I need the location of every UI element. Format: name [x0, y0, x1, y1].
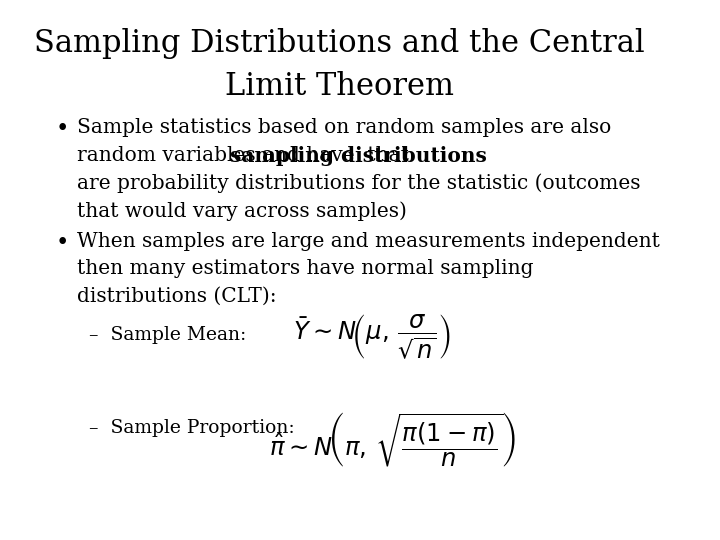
Text: $\hat{\pi} \sim N\!\left(\pi,\, \sqrt{\dfrac{\pi(1-\pi)}{n}}\right)$: $\hat{\pi} \sim N\!\left(\pi,\, \sqrt{\d…	[269, 411, 516, 469]
Text: •: •	[55, 118, 68, 140]
Text: that would vary across samples): that would vary across samples)	[77, 201, 407, 221]
Text: Limit Theorem: Limit Theorem	[225, 71, 454, 102]
Text: sampling distributions: sampling distributions	[230, 146, 487, 166]
Text: Sample statistics based on random samples are also: Sample statistics based on random sample…	[77, 118, 611, 138]
Text: that: that	[361, 146, 409, 165]
Text: –  Sample Mean:: – Sample Mean:	[89, 326, 246, 344]
Text: are probability distributions for the statistic (outcomes: are probability distributions for the st…	[77, 174, 640, 193]
Text: When samples are large and measurements independent: When samples are large and measurements …	[77, 232, 660, 251]
Text: distributions (CLT):: distributions (CLT):	[77, 287, 276, 306]
Text: random variables and have: random variables and have	[77, 146, 361, 165]
Text: then many estimators have normal sampling: then many estimators have normal samplin…	[77, 259, 534, 278]
Text: $\bar{Y} \sim N\!\left(\mu,\, \dfrac{\sigma}{\sqrt{n}}\right)$: $\bar{Y} \sim N\!\left(\mu,\, \dfrac{\si…	[293, 313, 451, 361]
Text: Sampling Distributions and the Central: Sampling Distributions and the Central	[35, 28, 645, 59]
Text: •: •	[55, 232, 68, 254]
Text: –  Sample Proportion:: – Sample Proportion:	[89, 419, 295, 437]
